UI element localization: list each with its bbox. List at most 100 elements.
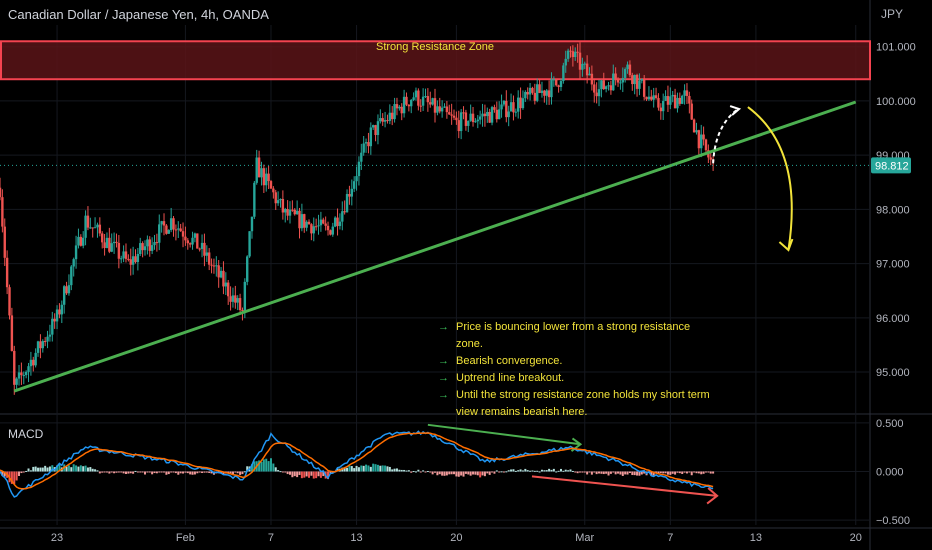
candle-body	[623, 69, 627, 78]
macd-hist-bar	[56, 465, 59, 472]
bounce-arrowhead	[729, 105, 742, 116]
candle-body	[13, 350, 16, 385]
macd-hist-bar	[163, 471, 166, 473]
candle-body	[647, 96, 651, 100]
macd-hist-bar	[177, 471, 180, 475]
candle-body	[286, 209, 289, 216]
candle-body	[91, 227, 94, 229]
candle-body	[566, 50, 570, 59]
candle-body	[77, 236, 80, 246]
candle-body	[524, 91, 527, 99]
macd-hist-bar	[498, 471, 501, 473]
macd-hist-bar	[67, 465, 70, 472]
candle-body	[127, 258, 130, 260]
macd-hist-bar	[279, 471, 282, 473]
candle-body	[124, 251, 128, 259]
macd-hist-bar	[260, 461, 263, 472]
candle-body	[471, 113, 475, 123]
macd-hist-bar	[669, 471, 672, 475]
candle-body	[521, 98, 525, 109]
candle-body	[478, 116, 482, 120]
macd-hist-bar	[89, 467, 92, 472]
candle-body	[547, 90, 551, 98]
macd-hist-bar	[229, 471, 232, 474]
candle-body	[628, 64, 632, 76]
candle-body	[429, 102, 432, 105]
candle-body	[590, 73, 594, 85]
macd-hist-bar	[132, 471, 135, 474]
macd-hist-bar	[136, 471, 139, 473]
macd-hist-bar	[683, 471, 686, 473]
macd-hist-bar	[581, 471, 584, 473]
candle-body	[105, 237, 109, 248]
candle-body	[393, 104, 396, 120]
candle-body	[493, 107, 496, 110]
macd-hist-bar	[702, 471, 705, 474]
macd-hist-bar	[483, 471, 486, 477]
macd-hist-bar	[222, 471, 225, 475]
candle-body	[219, 270, 223, 278]
candle-body	[595, 92, 598, 97]
candle-body	[419, 105, 422, 107]
candle-body	[200, 242, 204, 249]
arrow-right-icon: →	[438, 355, 449, 367]
candle-body	[269, 181, 273, 189]
macd-hist-bar	[322, 471, 325, 477]
candle-body	[671, 94, 674, 97]
macd-hist-bar	[184, 471, 187, 473]
candle-body	[540, 90, 544, 93]
candle-body	[181, 231, 185, 237]
macd-hist-bar	[400, 469, 403, 472]
macd-hist-bar	[460, 471, 463, 476]
candle-body	[150, 245, 154, 251]
candle-body	[36, 341, 40, 353]
macd-hist-bar	[191, 471, 194, 475]
macd-hist-bar	[165, 471, 168, 475]
macd-hist-bar	[155, 471, 158, 474]
macd-hist-bar	[697, 471, 700, 474]
candle-body	[600, 80, 603, 90]
candle-body	[210, 264, 213, 266]
macd-hist-bar	[148, 471, 151, 473]
macd-hist-bar	[474, 471, 477, 475]
candle-body	[681, 95, 684, 104]
macd-hist-bar	[75, 465, 78, 472]
candle-body	[604, 86, 608, 90]
candle-body	[5, 257, 9, 288]
macd-hist-bar	[426, 471, 429, 473]
candle-body	[550, 79, 553, 98]
candle-body	[436, 106, 439, 113]
candle-body	[652, 95, 655, 100]
candle-body	[305, 221, 308, 228]
macd-hist-bar	[129, 471, 132, 474]
macd-hist-bar	[438, 471, 441, 475]
macd-hist-bar	[113, 471, 116, 474]
macd-hist-bar	[151, 471, 154, 475]
candle-body	[253, 182, 256, 217]
candle-body	[46, 336, 49, 342]
candle-body	[481, 113, 484, 117]
candle-body	[255, 157, 258, 183]
candle-body	[457, 120, 460, 132]
macd-hist-bar	[502, 471, 505, 473]
candle-body	[234, 295, 237, 303]
macd-hist-bar	[312, 471, 315, 479]
macd-hist-bar	[614, 471, 617, 475]
macd-hist-bar	[417, 469, 420, 472]
candle-body	[355, 176, 358, 182]
macd-hist-bar	[521, 470, 524, 472]
candle-body	[146, 239, 149, 247]
macd-hist-bar	[510, 469, 513, 472]
candle-body	[260, 168, 263, 178]
candle-body	[215, 265, 218, 267]
note-text: Bearish convergence.	[456, 355, 563, 367]
macd-hist-bar	[659, 471, 662, 474]
macd-hist-bar	[704, 471, 707, 473]
macd-hist-bar	[640, 471, 643, 475]
macd-hist-bar	[51, 465, 54, 472]
candle-body	[238, 298, 242, 311]
candle-body	[58, 309, 61, 315]
macd-hist-bar	[210, 471, 213, 474]
candle-body	[455, 117, 458, 121]
candle-body	[690, 103, 693, 120]
